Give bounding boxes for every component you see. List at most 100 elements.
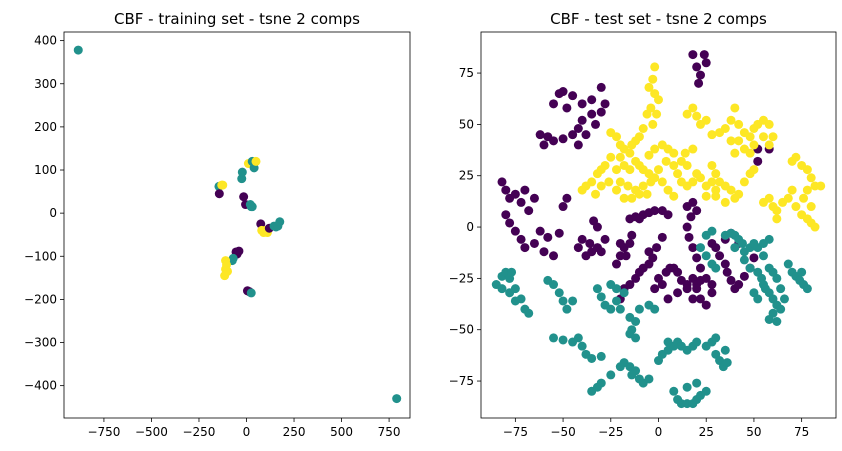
data-point <box>612 165 622 175</box>
data-point <box>650 304 660 314</box>
data-point <box>680 148 690 158</box>
data-point <box>797 267 807 277</box>
data-point <box>695 263 705 273</box>
data-point <box>549 280 559 290</box>
data-point <box>739 255 749 265</box>
data-point <box>745 263 755 273</box>
data-point <box>577 115 587 125</box>
x-tick-label: −75 <box>503 425 528 439</box>
data-point <box>692 337 702 347</box>
data-point <box>688 177 698 187</box>
data-point <box>625 238 635 248</box>
data-point <box>692 378 702 388</box>
data-point <box>549 99 559 109</box>
data-point <box>654 95 663 105</box>
data-point <box>753 156 763 166</box>
data-point <box>787 185 797 195</box>
data-point <box>726 185 736 195</box>
data-point <box>596 247 606 257</box>
data-point <box>657 232 667 242</box>
data-point <box>623 181 633 191</box>
data-point <box>673 288 683 298</box>
data-point <box>510 296 520 306</box>
data-point <box>218 180 228 190</box>
training-set-scatter-plot: −750 −500 −250 0 250 500 750 −400 −300 −200 −100 0 1… <box>24 10 411 439</box>
data-point <box>558 202 568 212</box>
data-point <box>707 160 717 170</box>
data-point <box>802 165 812 175</box>
data-point <box>722 267 732 277</box>
data-point <box>682 382 692 392</box>
data-point <box>797 210 807 220</box>
data-point <box>688 103 698 113</box>
x-tick-label: 50 <box>746 425 761 439</box>
data-point <box>600 234 610 244</box>
data-point <box>772 206 782 216</box>
data-point <box>239 192 249 202</box>
y-tick-label: 200 <box>34 120 57 134</box>
data-point <box>543 232 553 242</box>
data-point <box>791 152 801 162</box>
data-point <box>739 144 749 154</box>
data-point <box>701 191 711 201</box>
data-point <box>779 294 789 304</box>
data-point <box>520 185 530 195</box>
data-point <box>730 243 740 253</box>
data-point <box>638 181 648 191</box>
data-point <box>592 222 602 232</box>
data-point <box>568 91 578 101</box>
data-point <box>627 230 637 240</box>
data-point <box>730 148 740 158</box>
data-point <box>701 300 711 310</box>
data-point <box>505 218 515 228</box>
data-point <box>554 89 564 99</box>
plot-frame <box>63 31 411 419</box>
data-point <box>587 353 597 363</box>
x-tick-label: 0 <box>655 425 663 439</box>
y-tick-label: 100 <box>34 163 57 177</box>
chart-title: CBF - test set - tsne 2 comps <box>550 10 767 28</box>
data-point <box>585 238 595 248</box>
y-tick-label: −25 <box>449 271 474 285</box>
data-point <box>497 284 507 294</box>
data-point <box>669 386 679 396</box>
data-point <box>237 174 247 184</box>
data-point <box>634 189 644 199</box>
y-tick-label: −300 <box>24 336 57 350</box>
data-point <box>539 247 549 257</box>
y-tick-label: 0 <box>49 206 57 220</box>
data-point <box>764 119 774 129</box>
data-point <box>627 140 637 150</box>
data-point <box>596 181 606 191</box>
data-point <box>707 177 717 187</box>
data-point <box>726 136 736 146</box>
data-point <box>669 191 679 201</box>
data-point <box>562 193 572 203</box>
data-point <box>694 78 704 88</box>
data-point <box>663 185 673 195</box>
data-point <box>783 259 793 269</box>
data-point <box>573 243 583 253</box>
data-point <box>247 202 257 212</box>
data-point <box>650 62 660 72</box>
data-point <box>600 99 610 109</box>
y-tick-label: 300 <box>34 77 57 91</box>
data-point <box>758 251 768 261</box>
data-point <box>549 251 559 261</box>
data-point <box>695 173 705 183</box>
data-point <box>644 374 654 384</box>
data-point <box>726 275 736 285</box>
data-point <box>529 193 539 203</box>
data-point <box>644 82 654 92</box>
x-tick-label: 25 <box>699 425 714 439</box>
data-point <box>686 212 696 222</box>
data-point <box>806 202 816 212</box>
data-point <box>682 284 692 294</box>
data-point <box>592 169 602 179</box>
data-point <box>573 124 583 133</box>
data-point <box>596 107 606 117</box>
data-point <box>592 284 602 294</box>
data-point <box>707 288 717 298</box>
data-point <box>791 202 801 212</box>
data-point <box>692 253 702 263</box>
